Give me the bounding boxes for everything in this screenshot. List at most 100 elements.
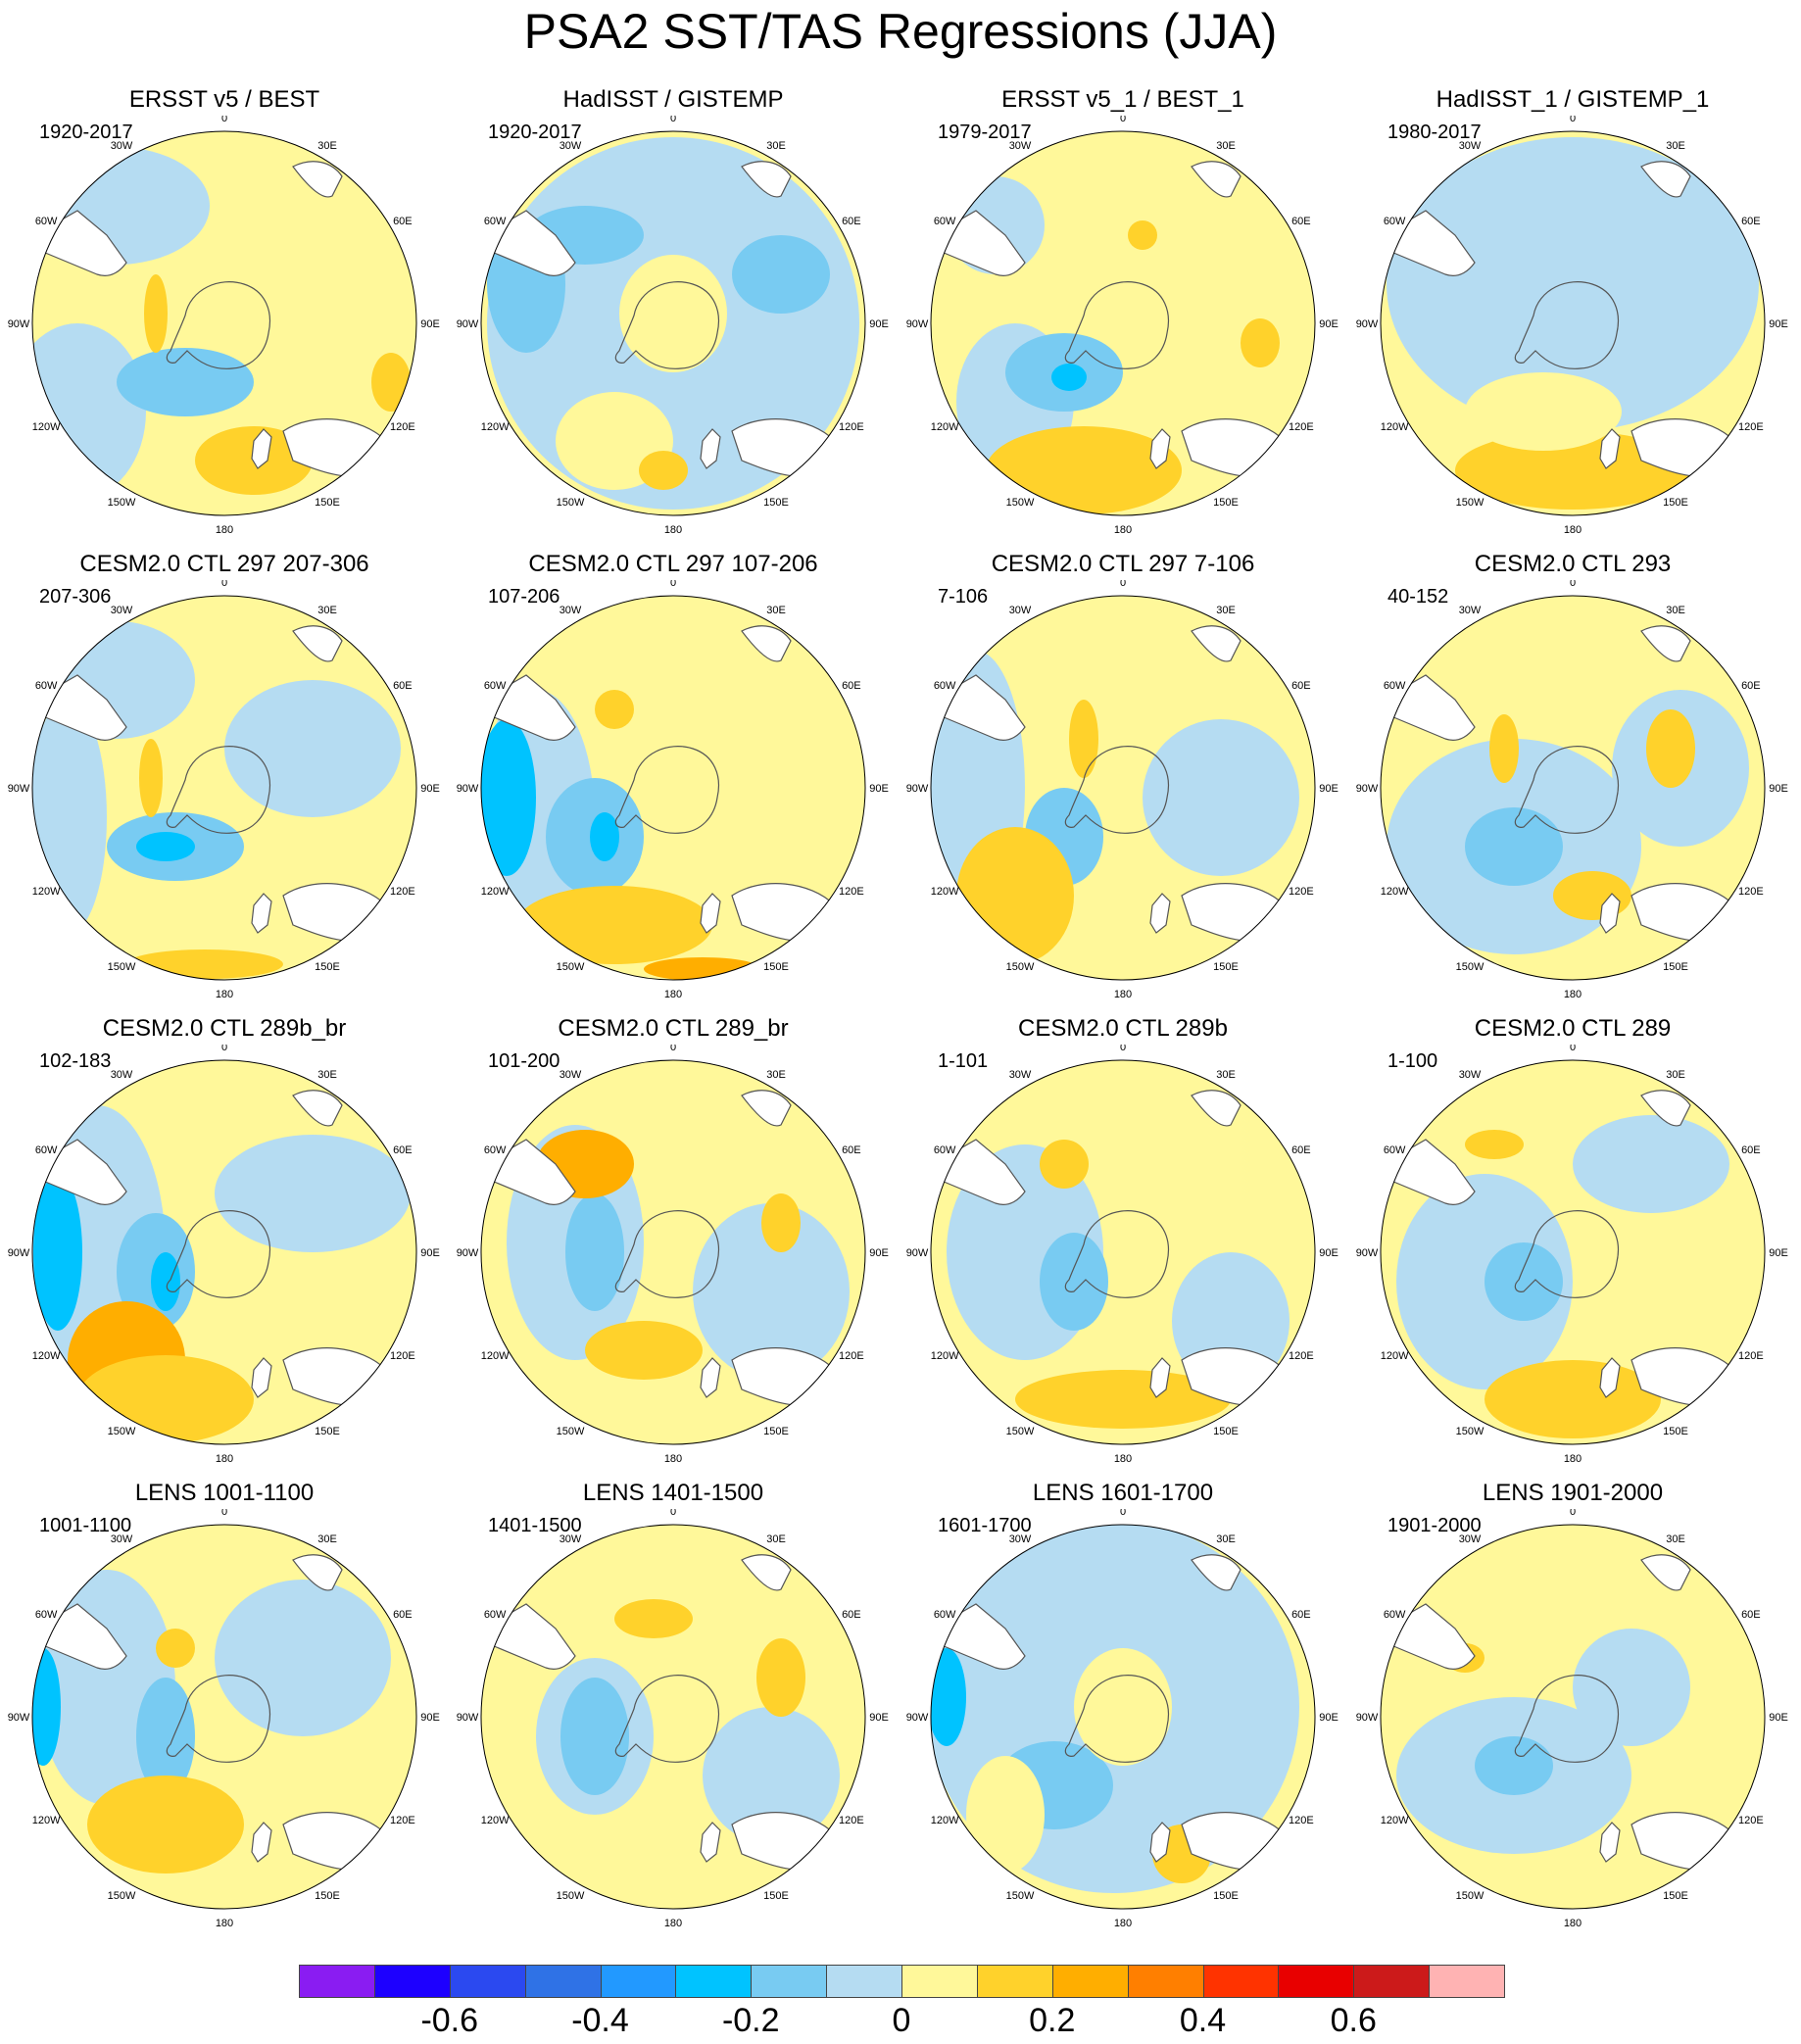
panel-period: 7-106 — [938, 586, 989, 608]
longitude-label: 60E — [842, 1609, 861, 1621]
longitude-label: 30W — [560, 1533, 582, 1545]
regression-contour — [590, 812, 619, 861]
longitude-label: 0 — [1120, 116, 1126, 124]
africa-outline — [292, 161, 343, 198]
longitude-label: 30W — [111, 140, 133, 152]
map-boundary — [480, 1524, 866, 1910]
south-america-outline — [1386, 210, 1476, 276]
map-panel: CESM2.0 CTL 289b 1-101 0 30E 60E 90E 120E 150E 1… — [899, 1015, 1347, 1478]
new-zealand-outline — [1149, 1822, 1171, 1863]
longitude-label: 120E — [1289, 1815, 1314, 1826]
map-panel: LENS 1601-1700 1601-1700 0 30E 60E 90E 120E 150… — [899, 1480, 1347, 1942]
colorbar-swatch — [751, 1965, 828, 1998]
longitude-label: 60E — [1291, 1144, 1311, 1156]
longitude-label: 90E — [420, 783, 440, 795]
colorbar-swatch — [1127, 1965, 1204, 1998]
africa-outline — [741, 625, 792, 662]
panel-period: 207-306 — [39, 586, 112, 608]
longitude-label: 0 — [670, 1045, 676, 1053]
longitude-label: 30E — [766, 605, 786, 616]
regression-contour — [139, 739, 163, 817]
colorbar-tick-label: 0.2 — [1029, 2002, 1076, 2039]
new-zealand-outline — [251, 428, 272, 469]
regression-contour — [966, 1756, 1045, 1874]
regression-contour — [732, 235, 830, 314]
regression-contour — [614, 1599, 693, 1638]
longitude-label: 150W — [108, 1426, 136, 1437]
longitude-label: 150W — [1456, 1890, 1485, 1902]
colorbar-tick-label: 0 — [892, 2002, 911, 2039]
longitude-label: 0 — [221, 580, 227, 589]
panel-title: HadISST / GISTEMP — [562, 86, 784, 113]
panel-period: 1920-2017 — [39, 122, 133, 143]
regression-contour — [1489, 714, 1519, 783]
regression-contour — [151, 1252, 180, 1311]
longitude-label: 30W — [1009, 1069, 1032, 1081]
longitude-label: 30W — [1009, 605, 1032, 616]
longitude-label: 60W — [934, 216, 956, 227]
new-zealand-outline — [1599, 1357, 1621, 1398]
africa-outline — [292, 1090, 343, 1127]
panel-title: ERSST v5_1 / BEST_1 — [1001, 86, 1244, 113]
longitude-label: 60W — [35, 1609, 58, 1621]
longitude-label: 60W — [484, 680, 507, 692]
regression-contour — [595, 690, 634, 729]
africa-outline — [1640, 1554, 1691, 1591]
colorbar-swatch — [600, 1965, 677, 1998]
polar-map: 0 30E 60E 90E 120E 150E 180 150W 120W 90W 60W 30W — [8, 1509, 440, 1929]
regression-contour — [215, 1580, 391, 1736]
longitude-label: 90E — [869, 1712, 889, 1724]
longitude-label: 90W — [457, 783, 479, 795]
longitude-label: 90E — [420, 1247, 440, 1259]
longitude-label: 30W — [1459, 140, 1482, 152]
longitude-label: 150E — [1213, 1426, 1239, 1437]
polar-map: 0 30E 60E 90E 120E 150E 180 150W 120W 90W 60W 30W — [1356, 1509, 1788, 1929]
regression-contour — [516, 886, 712, 964]
map-boundary — [480, 1059, 866, 1445]
regression-contour — [1573, 1115, 1729, 1213]
panel-period: 1920-2017 — [488, 122, 582, 143]
longitude-label: 150E — [1213, 497, 1239, 509]
longitude-label: 150W — [1006, 1890, 1035, 1902]
polar-map: 0 30E 60E 90E 120E 150E 180 150W 120W 90W 60W 30W — [906, 116, 1339, 536]
longitude-label: 90W — [8, 1247, 30, 1259]
regression-contour — [693, 1203, 850, 1380]
longitude-label: 120W — [481, 421, 510, 433]
longitude-label: 150W — [557, 497, 585, 509]
longitude-label: 30E — [1216, 1069, 1236, 1081]
longitude-label: 150W — [108, 497, 136, 509]
longitude-label: 150E — [1663, 1426, 1688, 1437]
longitude-label: 90E — [1769, 783, 1788, 795]
longitude-label: 90W — [8, 783, 30, 795]
new-zealand-outline — [1149, 428, 1171, 469]
panel-title: LENS 1601-1700 — [1032, 1480, 1214, 1506]
polar-map: 0 30E 60E 90E 120E 150E 180 150W 120W 90W 60W 30W — [1356, 580, 1788, 1000]
longitude-label: 90E — [420, 1712, 440, 1724]
longitude-label: 180 — [1564, 1453, 1582, 1465]
map-panel: CESM2.0 CTL 289b_br 102-183 0 30E 60E 90E 120E… — [0, 1015, 449, 1478]
polar-map: 0 30E 60E 90E 120E 150E 180 150W 120W 90W 60W 30W — [457, 1045, 889, 1465]
south-america-outline — [37, 674, 127, 741]
longitude-label: 150E — [763, 1426, 789, 1437]
colorbar-swatch — [449, 1965, 526, 1998]
regression-contour — [371, 353, 411, 412]
longitude-label: 90W — [1356, 318, 1379, 330]
longitude-label: 150E — [763, 1890, 789, 1902]
longitude-label: 30E — [1666, 1069, 1685, 1081]
longitude-label: 60E — [393, 680, 413, 692]
longitude-label: 150E — [1663, 497, 1688, 509]
colorbar-tick-label: -0.6 — [420, 2002, 479, 2039]
longitude-label: 90W — [457, 318, 479, 330]
map-boundary — [1380, 130, 1766, 516]
south-america-outline — [486, 210, 576, 276]
longitude-label: 120W — [481, 1350, 510, 1362]
longitude-label: 150W — [1456, 1426, 1485, 1437]
longitude-label: 120W — [931, 421, 959, 433]
longitude-label: 120E — [1289, 421, 1314, 433]
longitude-label: 60E — [1741, 680, 1761, 692]
longitude-label: 120W — [32, 1815, 61, 1826]
polar-map: 0 30E 60E 90E 120E 150E 180 150W 120W 90W 60W 30W — [906, 1045, 1339, 1465]
longitude-label: 120W — [32, 886, 61, 898]
africa-outline — [741, 1554, 792, 1591]
africa-outline — [1640, 625, 1691, 662]
